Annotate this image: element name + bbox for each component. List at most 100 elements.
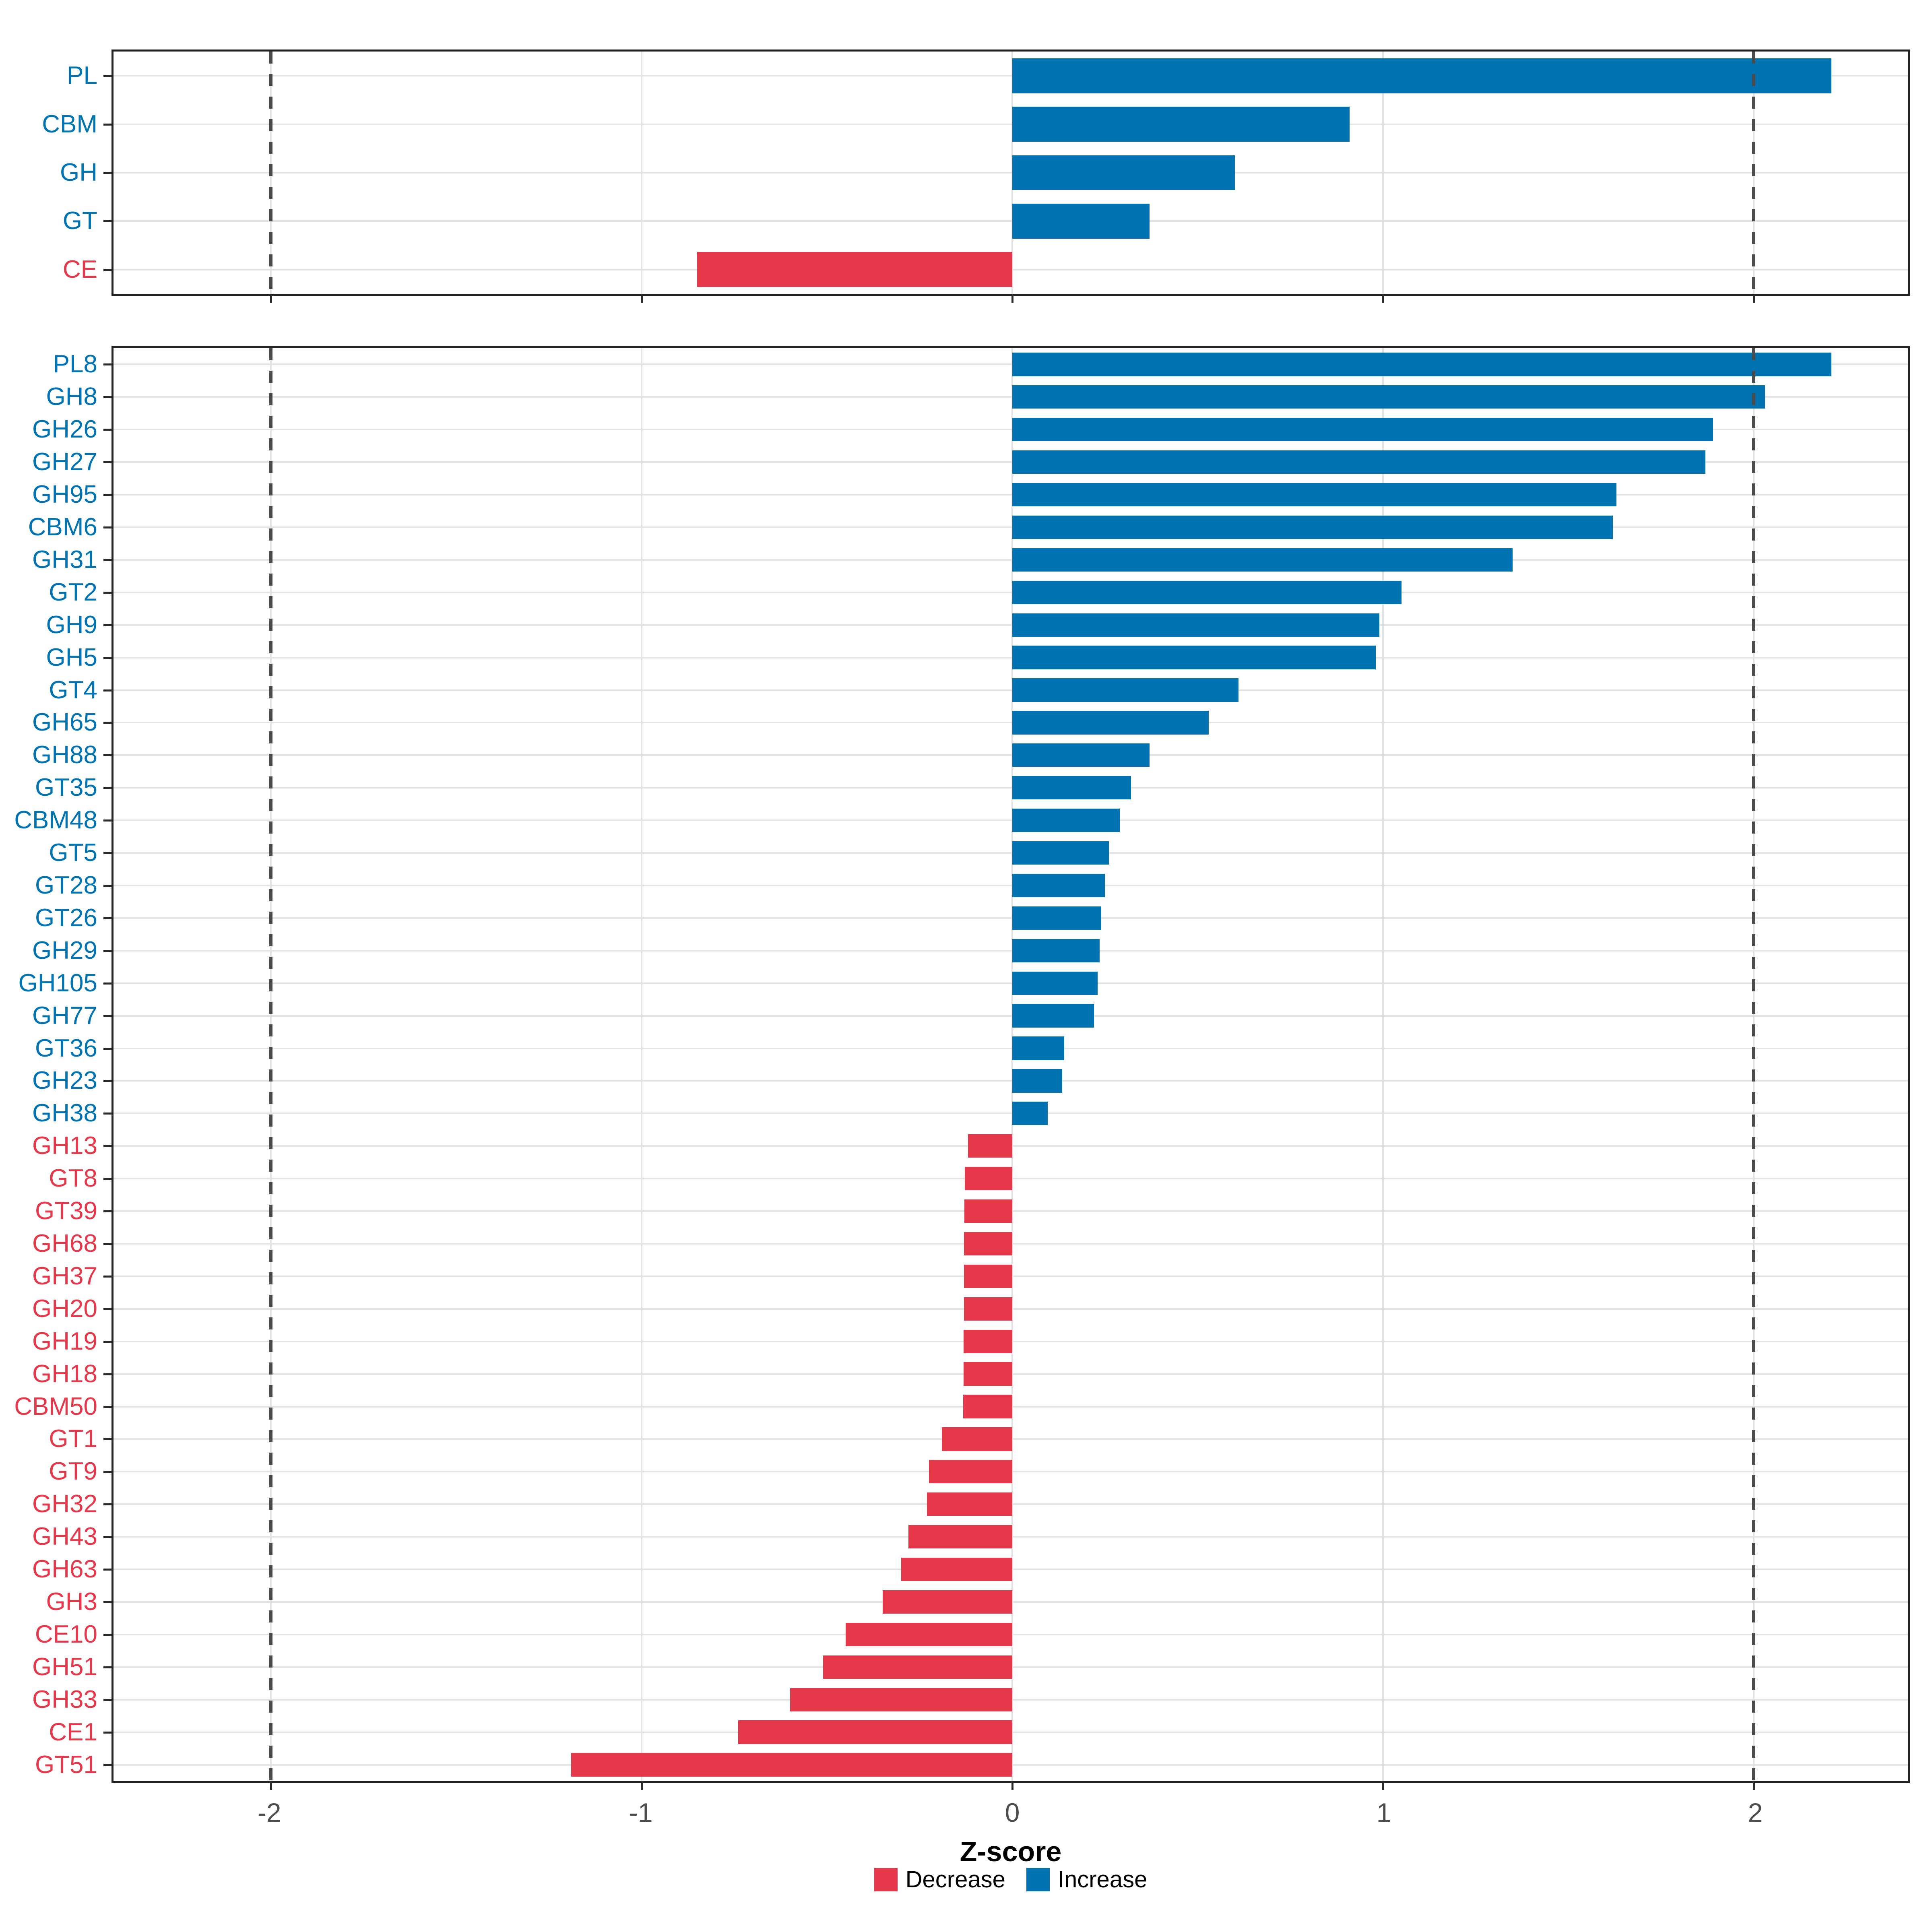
bar-gh3 xyxy=(882,1590,1013,1614)
bar-gt36 xyxy=(1012,1036,1065,1060)
y-axis-tick xyxy=(103,1145,112,1148)
category-label: GH26 xyxy=(32,415,97,444)
x-axis-tick xyxy=(1011,294,1014,303)
y-axis-tick xyxy=(103,1373,112,1375)
y-axis-tick xyxy=(103,949,112,952)
bar-gh29 xyxy=(1012,939,1100,962)
bar-gh43 xyxy=(908,1525,1013,1549)
category-label: PL xyxy=(67,62,97,90)
bar-gt39 xyxy=(964,1199,1013,1223)
category-label: GH31 xyxy=(32,545,97,574)
bar-ce1 xyxy=(738,1720,1013,1744)
y-axis-tick xyxy=(103,123,112,126)
bar-row: GH23 xyxy=(32,1065,1908,1097)
bar-row: GT8 xyxy=(49,1162,1908,1195)
y-axis-tick xyxy=(103,1503,112,1506)
vertical-gridline xyxy=(1011,348,1013,1781)
y-axis-tick xyxy=(103,1047,112,1050)
horizontal-gridline xyxy=(114,656,1908,658)
category-label: GH23 xyxy=(32,1067,97,1095)
bar-row: GT5 xyxy=(49,837,1908,869)
y-axis-tick xyxy=(103,396,112,398)
legend-item-increase: Increase xyxy=(1026,1866,1147,1893)
horizontal-gridline xyxy=(114,754,1908,756)
bar-row: GT39 xyxy=(35,1195,1908,1228)
bar-row: PL xyxy=(67,52,1908,100)
category-label: CBM6 xyxy=(28,513,97,541)
horizontal-gridline xyxy=(114,884,1908,886)
x-axis-tick xyxy=(270,294,272,303)
bar-row: GH3 xyxy=(46,1586,1908,1618)
category-label: GH5 xyxy=(46,643,97,671)
bar-gt51 xyxy=(571,1753,1013,1777)
bar-row: GH51 xyxy=(32,1651,1908,1683)
y-axis-tick xyxy=(103,1243,112,1245)
bar-row: GH38 xyxy=(32,1097,1908,1130)
bar-row: CE10 xyxy=(35,1618,1908,1651)
horizontal-gridline xyxy=(114,526,1908,528)
x-axis-tick xyxy=(641,294,643,303)
category-label: GT1 xyxy=(49,1425,97,1453)
bar-row: GH37 xyxy=(32,1260,1908,1292)
category-label: CBM48 xyxy=(14,806,97,834)
legend-label: Increase xyxy=(1057,1866,1148,1893)
bar-row: GH9 xyxy=(46,609,1908,641)
bar-ce xyxy=(697,252,1013,287)
horizontal-gridline xyxy=(114,1080,1908,1082)
bar-row: GT1 xyxy=(49,1423,1908,1455)
category-label: CE1 xyxy=(49,1718,97,1746)
bar-gh37 xyxy=(964,1264,1013,1288)
dashed-reference-line xyxy=(1752,348,1755,1781)
bar-row: GT35 xyxy=(35,772,1908,804)
bar-gh95 xyxy=(1012,483,1617,507)
bar-gh33 xyxy=(790,1688,1013,1711)
y-axis-tick xyxy=(103,220,112,223)
bar-row: GT26 xyxy=(35,902,1908,934)
bar-row: PL8 xyxy=(53,348,1908,381)
category-label: GH3 xyxy=(46,1587,97,1616)
bar-gt xyxy=(1012,204,1150,239)
bar-row: GH5 xyxy=(46,641,1908,674)
bar-gh18 xyxy=(963,1362,1013,1386)
y-axis-tick xyxy=(103,722,112,724)
bar-row: CE xyxy=(63,246,1908,294)
y-axis-tick xyxy=(103,852,112,855)
y-axis-tick xyxy=(103,1178,112,1180)
bar-gt1 xyxy=(942,1427,1013,1451)
bar-gh63 xyxy=(901,1557,1013,1581)
horizontal-gridline xyxy=(114,787,1908,789)
category-label: GT4 xyxy=(49,676,97,704)
x-axis-tick xyxy=(1382,1781,1385,1790)
bar-gh105 xyxy=(1012,971,1098,995)
bar-row: GT9 xyxy=(49,1455,1908,1488)
horizontal-gridline xyxy=(114,982,1908,984)
y-axis-tick xyxy=(103,656,112,659)
legend-label: Decrease xyxy=(905,1866,1005,1893)
y-axis-tick xyxy=(103,754,112,757)
legend: Decrease Increase xyxy=(111,1866,1910,1893)
horizontal-gridline xyxy=(114,1047,1908,1049)
y-axis-tick xyxy=(103,1340,112,1343)
category-label: GH63 xyxy=(32,1555,97,1583)
bar-row: GH63 xyxy=(32,1553,1908,1586)
bar-gh88 xyxy=(1012,743,1150,767)
dashed-reference-line xyxy=(269,348,273,1781)
bar-row: GH32 xyxy=(32,1488,1908,1521)
horizontal-gridline xyxy=(114,123,1908,125)
bar-row: CBM6 xyxy=(28,511,1908,544)
bar-row: CBM50 xyxy=(14,1390,1908,1423)
bar-gh9 xyxy=(1012,613,1379,637)
category-label: GH20 xyxy=(32,1294,97,1323)
category-label: GH88 xyxy=(32,741,97,769)
x-axis-tick-label: -1 xyxy=(629,1798,653,1827)
x-axis-tick xyxy=(641,1781,643,1790)
y-axis-tick xyxy=(103,1536,112,1538)
bar-pl8 xyxy=(1012,353,1832,376)
category-label: GH51 xyxy=(32,1653,97,1681)
y-axis-tick xyxy=(103,1438,112,1441)
legend-key-icon xyxy=(874,1868,898,1891)
category-label: GH65 xyxy=(32,708,97,737)
bar-row: GH18 xyxy=(32,1358,1908,1390)
bar-gt2 xyxy=(1012,580,1402,604)
